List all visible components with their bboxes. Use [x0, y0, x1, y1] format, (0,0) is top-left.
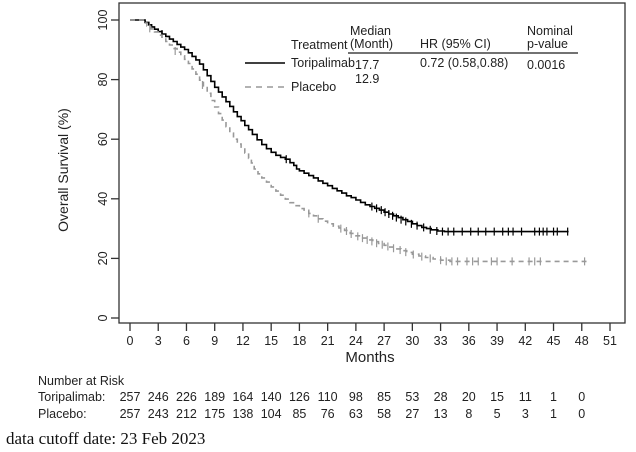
x-tick-label: 42: [518, 334, 532, 348]
x-tick-label: 30: [405, 334, 419, 348]
risk-table: Number at Risk Toripalimab: Placebo:: [38, 374, 125, 421]
x-tick-label: 12: [236, 334, 250, 348]
x-tick-label: 48: [575, 334, 589, 348]
plot-border: [118, 2, 626, 324]
km-curve-placebo: [130, 19, 587, 263]
risk-value: 5: [494, 407, 501, 421]
risk-value: 138: [233, 407, 254, 421]
risk-value: 126: [289, 390, 310, 404]
risk-value: 98: [349, 390, 363, 404]
risk-value: 3: [522, 407, 529, 421]
x-tick-label: 45: [547, 334, 561, 348]
x-tick-label: 36: [462, 334, 476, 348]
y-tick-label: 40: [96, 192, 110, 206]
risk-value: 53: [405, 390, 419, 404]
legend: Treatment Toripalimab Placebo: [245, 38, 355, 94]
y-tick-label: 80: [96, 73, 110, 87]
x-tick-label: 24: [349, 334, 363, 348]
risk-value: 212: [176, 407, 197, 421]
risk-value: 20: [462, 390, 476, 404]
x-tick-label: 39: [490, 334, 504, 348]
y-tick-label: 60: [96, 132, 110, 146]
x-tick-label: 33: [434, 334, 448, 348]
risk-value: 164: [233, 390, 254, 404]
km-curve-toripalimab: [130, 19, 569, 233]
x-tick-label: 51: [603, 334, 617, 348]
y-tick-label: 0: [96, 314, 110, 321]
risk-value: 110: [318, 390, 338, 404]
risk-value: 58: [377, 407, 391, 421]
x-tick-label: 18: [292, 334, 306, 348]
y-tick-label: 100: [96, 10, 110, 31]
risk-table-values: 257 246 226 189 164 140 126 110 98 85 53 28 20 15 11 1 0…: [120, 390, 586, 421]
legend-header: Treatment: [291, 38, 348, 52]
risk-value: 27: [405, 407, 419, 421]
risk-value: 15: [490, 390, 504, 404]
risk-value: 257: [120, 390, 141, 404]
p-header-line1: Nominal: [527, 24, 573, 38]
risk-value: 1: [550, 407, 557, 421]
risk-value: 13: [434, 407, 448, 421]
risk-table-title: Number at Risk: [38, 374, 125, 388]
x-axis: 0 3 6 9 12 15 18 21 24 27 30 33 36 39 42 45 48 51: [127, 323, 617, 348]
risk-value: 1: [550, 390, 557, 404]
x-tick-label: 3: [155, 334, 162, 348]
x-tick-label: 6: [183, 334, 190, 348]
risk-value: 28: [434, 390, 448, 404]
risk-value: 85: [377, 390, 391, 404]
risk-value: 140: [261, 390, 282, 404]
risk-value: 63: [349, 407, 363, 421]
risk-value: 0: [578, 407, 585, 421]
x-tick-label: 21: [321, 334, 335, 348]
risk-row-label-toripalimab: Toripalimab:: [38, 390, 105, 404]
risk-value: 257: [120, 407, 141, 421]
risk-value: 0: [578, 390, 585, 404]
risk-row-label-placebo: Placebo:: [38, 407, 87, 421]
p-header-line2: p-value: [527, 37, 568, 51]
median-toripalimab: 17.7: [355, 58, 379, 72]
risk-value: 175: [204, 407, 225, 421]
risk-value: 226: [176, 390, 197, 404]
x-tick-label: 27: [377, 334, 391, 348]
p-value: 0.0016: [527, 58, 565, 72]
median-placebo: 12.9: [355, 72, 379, 86]
median-header-line2: (Month): [350, 37, 393, 51]
risk-value: 76: [321, 407, 335, 421]
x-axis-title: Months: [345, 349, 394, 366]
hr-value: 0.72 (0.58,0.88): [420, 56, 508, 70]
x-tick-label: 9: [211, 334, 218, 348]
risk-value: 189: [204, 390, 225, 404]
legend-label-placebo: Placebo: [291, 80, 336, 94]
stats-table: Median (Month) HR (95% CI) Nominal p-val…: [348, 24, 578, 86]
x-tick-label: 0: [127, 334, 134, 348]
risk-value: 246: [148, 390, 169, 404]
hr-header: HR (95% CI): [420, 37, 491, 51]
x-tick-label: 15: [264, 334, 278, 348]
survival-curves: [130, 19, 587, 266]
risk-value: 104: [261, 407, 282, 421]
risk-value: 11: [519, 390, 532, 404]
risk-value: 8: [465, 407, 472, 421]
y-tick-label: 20: [96, 251, 110, 265]
median-header-line1: Median: [350, 24, 391, 38]
y-axis: 0 20 40 60 80 100: [96, 10, 119, 321]
data-cutoff-note: data cutoff date: 23 Feb 2023: [6, 429, 205, 448]
legend-label-toripalimab: Toripalimab: [291, 56, 355, 70]
risk-value: 85: [292, 407, 306, 421]
y-axis-title: Overall Survival (%): [55, 108, 71, 232]
risk-value: 243: [148, 407, 169, 421]
